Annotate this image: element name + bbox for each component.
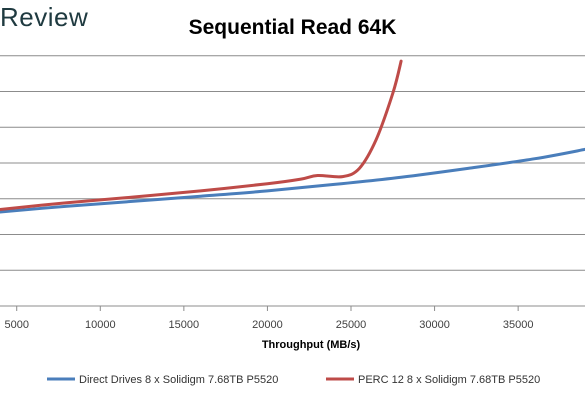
legend-label-2: PERC 12 8 x Solidigm 7.68TB P5520: [358, 374, 540, 386]
x-tick-label: 10000: [85, 319, 116, 331]
x-tick-label: 5000: [4, 319, 28, 331]
x-tick-label: 30000: [419, 319, 450, 331]
legend-label-1: Direct Drives 8 x Solidigm 7.68TB P5520: [79, 374, 278, 386]
brand-logo-text: Review: [0, 2, 89, 32]
x-tick-label: 15000: [169, 319, 200, 331]
chart-title: Sequential Read 64K: [188, 16, 397, 39]
gridlines: [0, 55, 585, 307]
series-lines: [0, 59, 585, 214]
x-axis-ticks: 5000 10000 15000 20000 25000 30000 35000: [4, 306, 533, 331]
legend: Direct Drives 8 x Solidigm 7.68TB P5520 P…: [47, 374, 540, 386]
x-tick-label: 35000: [503, 319, 534, 331]
x-tick-label: 20000: [252, 319, 283, 331]
series-line-2: [0, 59, 403, 211]
series-line-1: [0, 147, 585, 214]
x-tick-label: 25000: [336, 319, 367, 331]
x-axis-label: Throughput (MB/s): [262, 339, 361, 351]
